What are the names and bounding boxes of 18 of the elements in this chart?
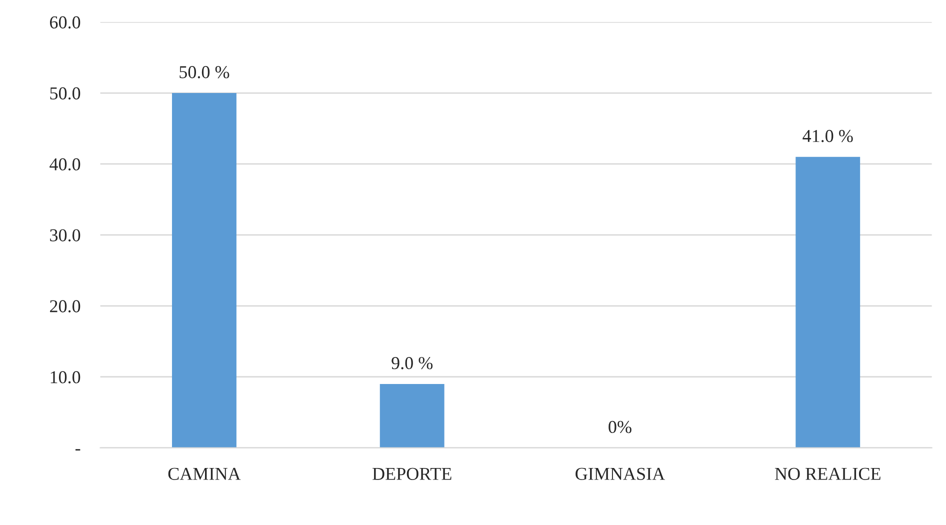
y-tick-label: -	[75, 449, 80, 451]
y-tick-label: 30.0	[50, 229, 80, 242]
y-tick-label: 60.0	[50, 16, 80, 29]
data-label: 9.0 %	[392, 356, 433, 370]
x-tick-label: NO REALICE	[774, 468, 880, 480]
bar	[796, 156, 860, 448]
data-label: 50.0 %	[180, 66, 230, 78]
x-tick-label: DEPORTE	[372, 468, 452, 480]
x-tick-label: CAMINA	[168, 468, 241, 480]
y-tick-label: 50.0	[50, 87, 80, 100]
bar	[172, 93, 236, 448]
y-tick-label: 10.0	[50, 371, 80, 384]
bar	[380, 384, 444, 448]
data-label: 41.0 %	[802, 130, 853, 142]
y-tick-label: 20.0	[50, 300, 80, 312]
data-label: 0%	[608, 420, 632, 434]
x-tick-label: GIMNASIA	[576, 468, 665, 480]
y-tick-label: 40.0	[50, 158, 80, 170]
